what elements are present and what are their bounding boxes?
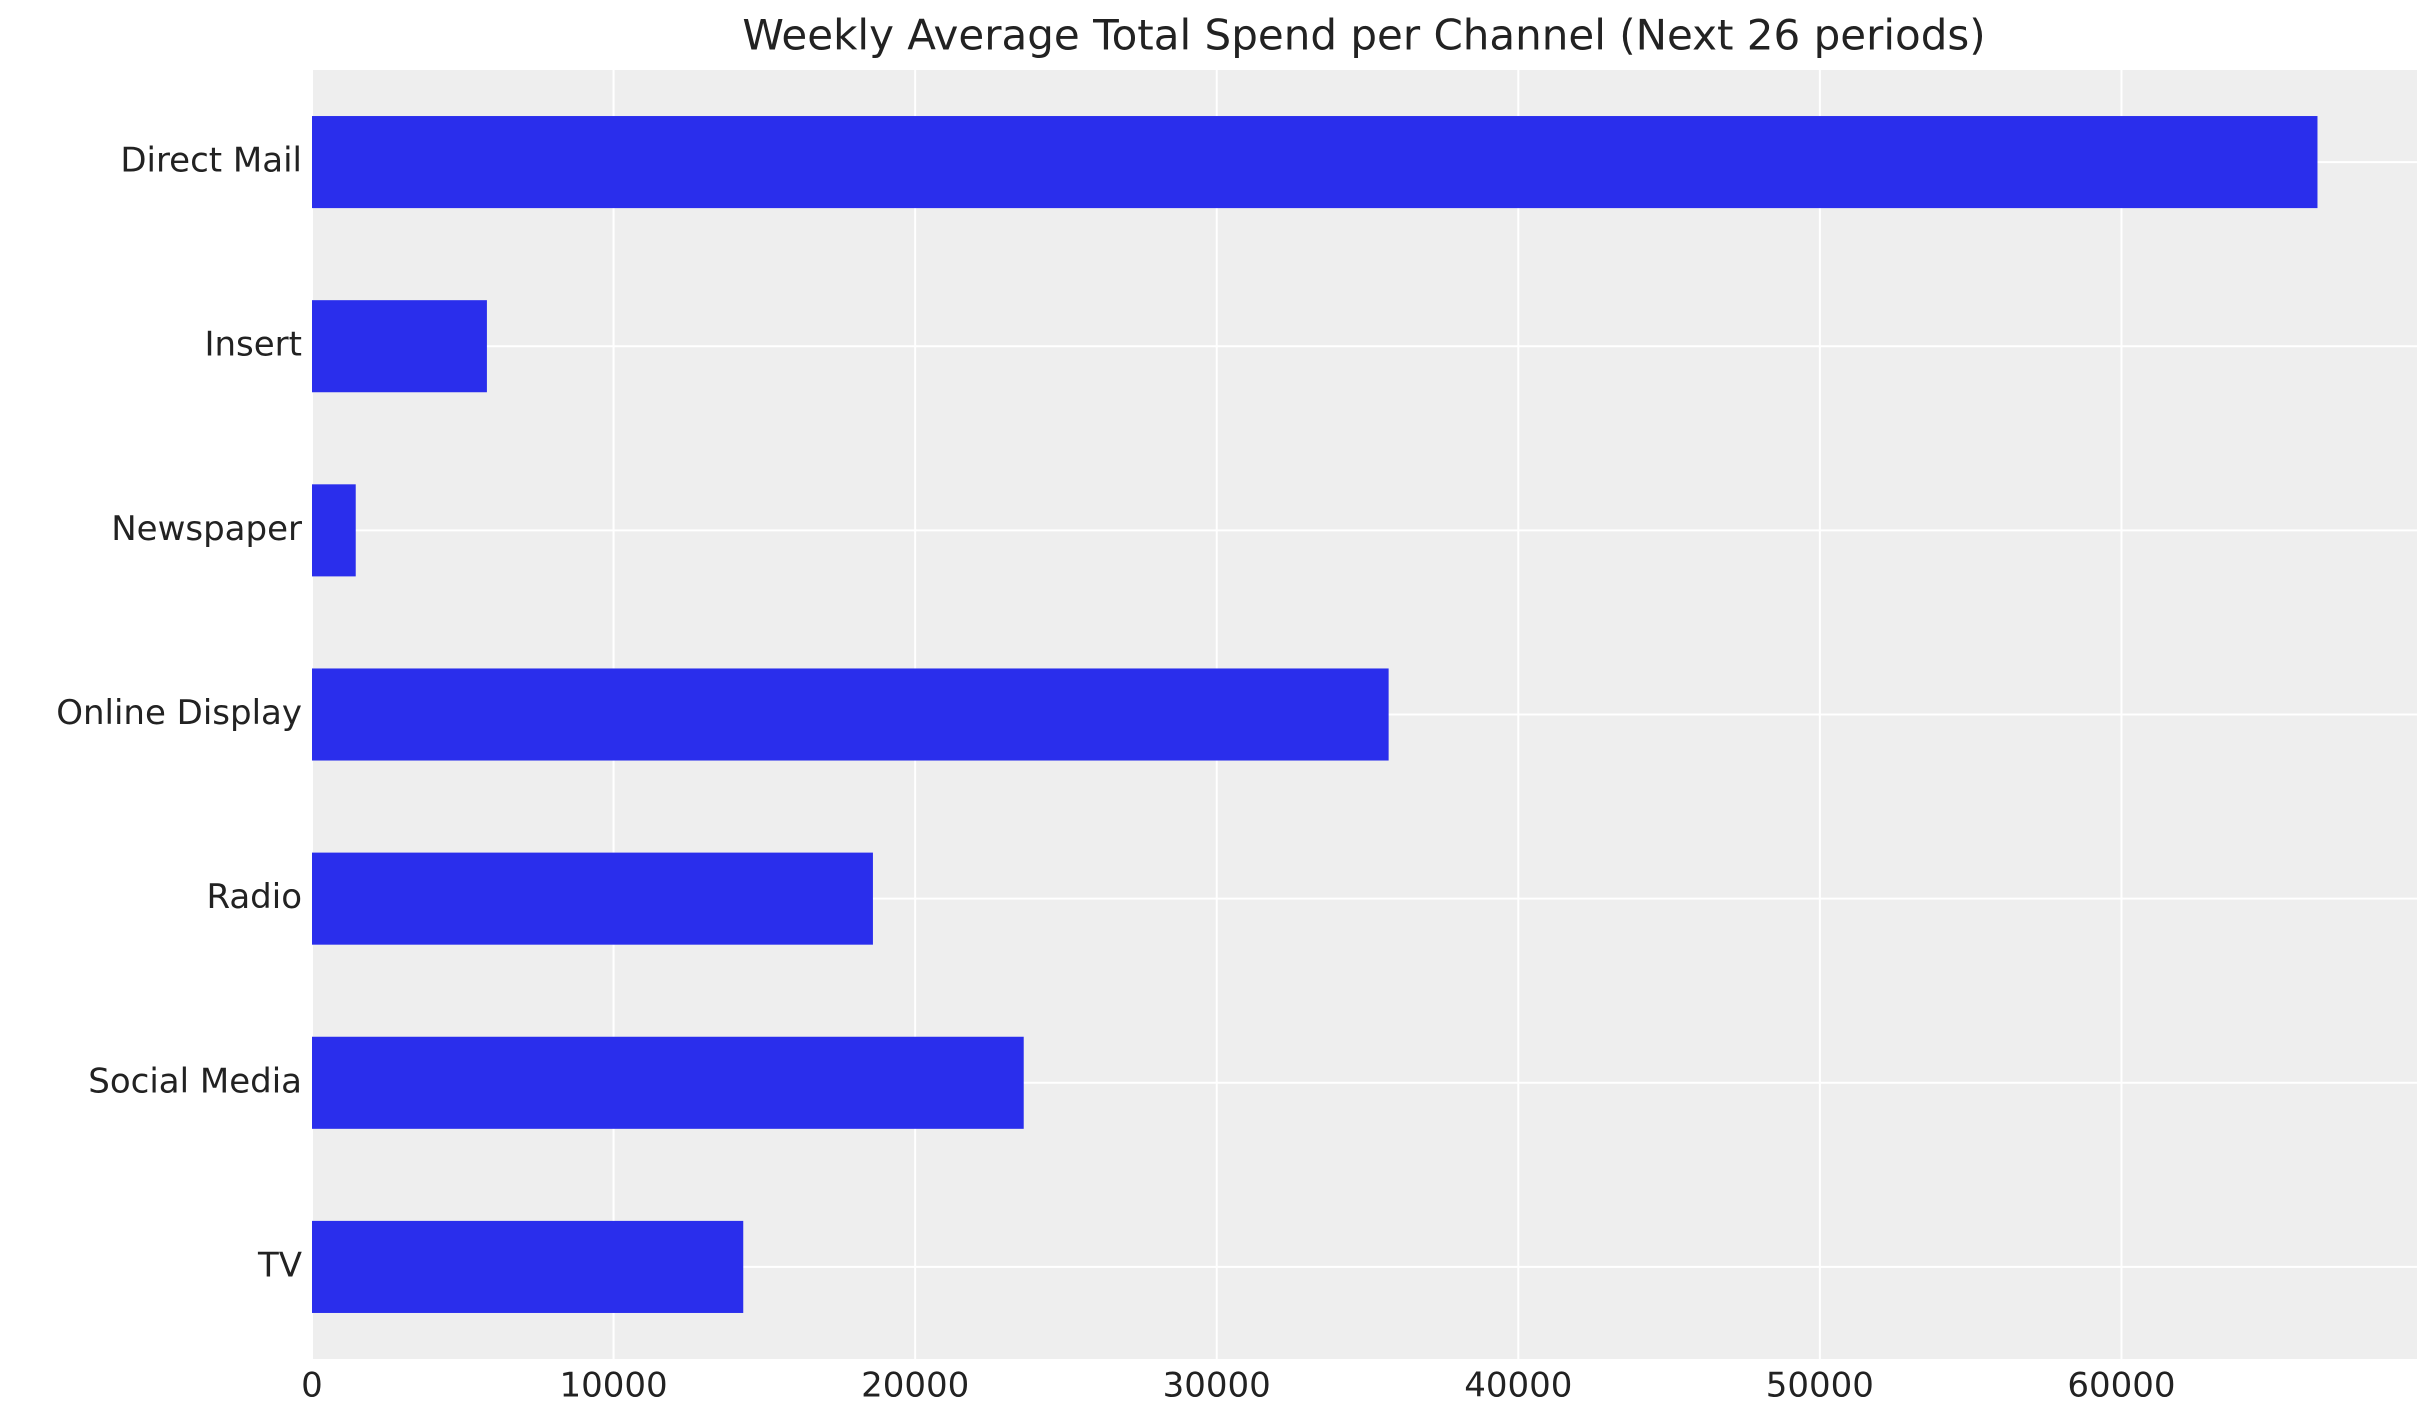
bar [312, 1220, 744, 1313]
bar [312, 668, 1389, 761]
bar [312, 116, 2318, 209]
x-tick-label: 10000 [559, 1366, 667, 1406]
y-tick-label: Direct Mail [120, 141, 302, 181]
y-tick-label: Insert [204, 325, 302, 365]
x-tick-label: 30000 [1163, 1366, 1271, 1406]
y-tick-label: Newspaper [111, 509, 302, 549]
y-tick-label: TV [257, 1245, 302, 1285]
x-tick-label: 40000 [1464, 1366, 1572, 1406]
y-tick-label: Online Display [56, 693, 302, 733]
x-tick-label: 20000 [861, 1366, 969, 1406]
chart-title: Weekly Average Total Spend per Channel (… [742, 11, 1985, 60]
bar [312, 484, 356, 577]
bar [312, 300, 487, 393]
y-tick-label: Radio [206, 877, 302, 917]
y-tick-label: Social Media [88, 1061, 302, 1101]
x-tick-label: 0 [301, 1366, 323, 1406]
bar [312, 1036, 1024, 1129]
x-tick-label: 60000 [2067, 1366, 2175, 1406]
x-tick-label: 50000 [1766, 1366, 1874, 1406]
bar [312, 852, 873, 945]
